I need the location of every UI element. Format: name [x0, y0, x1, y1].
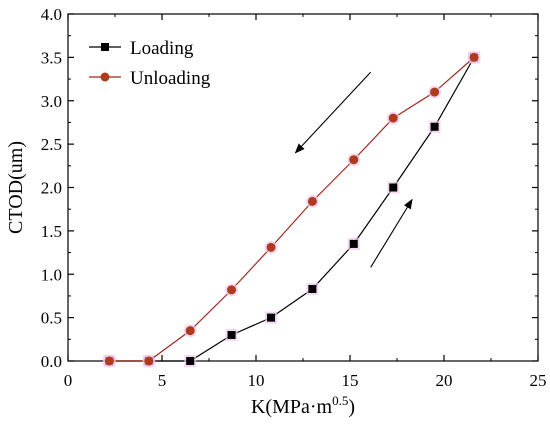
x-tick-label: 5	[158, 371, 167, 390]
data-point-unloading	[266, 242, 276, 252]
data-point-unloading	[185, 326, 195, 336]
data-point-loading	[349, 239, 358, 248]
x-axis-title-main: K(MPa·m	[251, 396, 333, 418]
data-point-loading	[267, 313, 276, 322]
data-point-loading	[186, 357, 195, 365]
data-point-loading	[389, 183, 398, 192]
data-point-loading	[308, 284, 317, 293]
data-point-unloading	[349, 155, 359, 165]
axis-ticks: 0 5 10 15 20 25 0.0 0.5 1.0 1.5 2.0 2.5 3.0 3.5 4.0	[41, 5, 547, 390]
data-point-unloading	[388, 113, 398, 123]
data-point-loading	[430, 122, 439, 131]
plot-area	[67, 13, 539, 362]
legend: Loading Unloading	[89, 38, 211, 89]
data-point-unloading	[144, 356, 154, 366]
x-tick-label: 15	[342, 371, 359, 390]
data-point-loading	[227, 330, 236, 339]
x-tick-label: 10	[248, 371, 265, 390]
x-axis-title-exponent: 0.5	[332, 393, 348, 408]
y-axis-title: CTOD(um)	[5, 141, 27, 234]
x-tick-label: 0	[64, 371, 73, 390]
series-line-loading	[109, 57, 475, 362]
arrow-up-right	[370, 198, 413, 268]
legend-marker-unloading	[100, 72, 110, 82]
x-tick-label: 25	[530, 371, 547, 390]
series-unloading	[102, 50, 481, 368]
data-point-unloading	[227, 285, 237, 295]
x-axis-title: K(MPa·m0.5)	[251, 393, 355, 418]
series-line-unloading	[109, 56, 475, 362]
y-tick-label: 1.0	[41, 265, 62, 284]
arrow-down-left	[294, 71, 372, 154]
annotation-arrows	[294, 71, 413, 268]
data-point-unloading	[430, 87, 440, 97]
x-tick-label: 20	[436, 371, 453, 390]
y-tick-label: 3.0	[41, 92, 62, 111]
y-tick-label: 3.5	[41, 48, 62, 67]
data-point-unloading	[307, 196, 317, 206]
data-point-unloading	[469, 52, 479, 62]
data-point-unloading	[104, 356, 114, 366]
y-tick-label: 0.0	[41, 352, 62, 371]
y-tick-label: 1.5	[41, 222, 62, 241]
plot-frame	[67, 13, 539, 362]
y-tick-label: 2.0	[41, 179, 62, 198]
x-axis-title-suffix: )	[348, 396, 355, 418]
legend-label-unloading: Unloading	[130, 68, 211, 89]
legend-label-loading: Loading	[130, 38, 194, 59]
data-series	[102, 50, 481, 368]
legend-marker-loading	[101, 43, 109, 51]
y-tick-label: 4.0	[41, 5, 62, 24]
y-tick-label: 0.5	[41, 309, 62, 328]
y-tick-label: 2.5	[41, 135, 62, 154]
